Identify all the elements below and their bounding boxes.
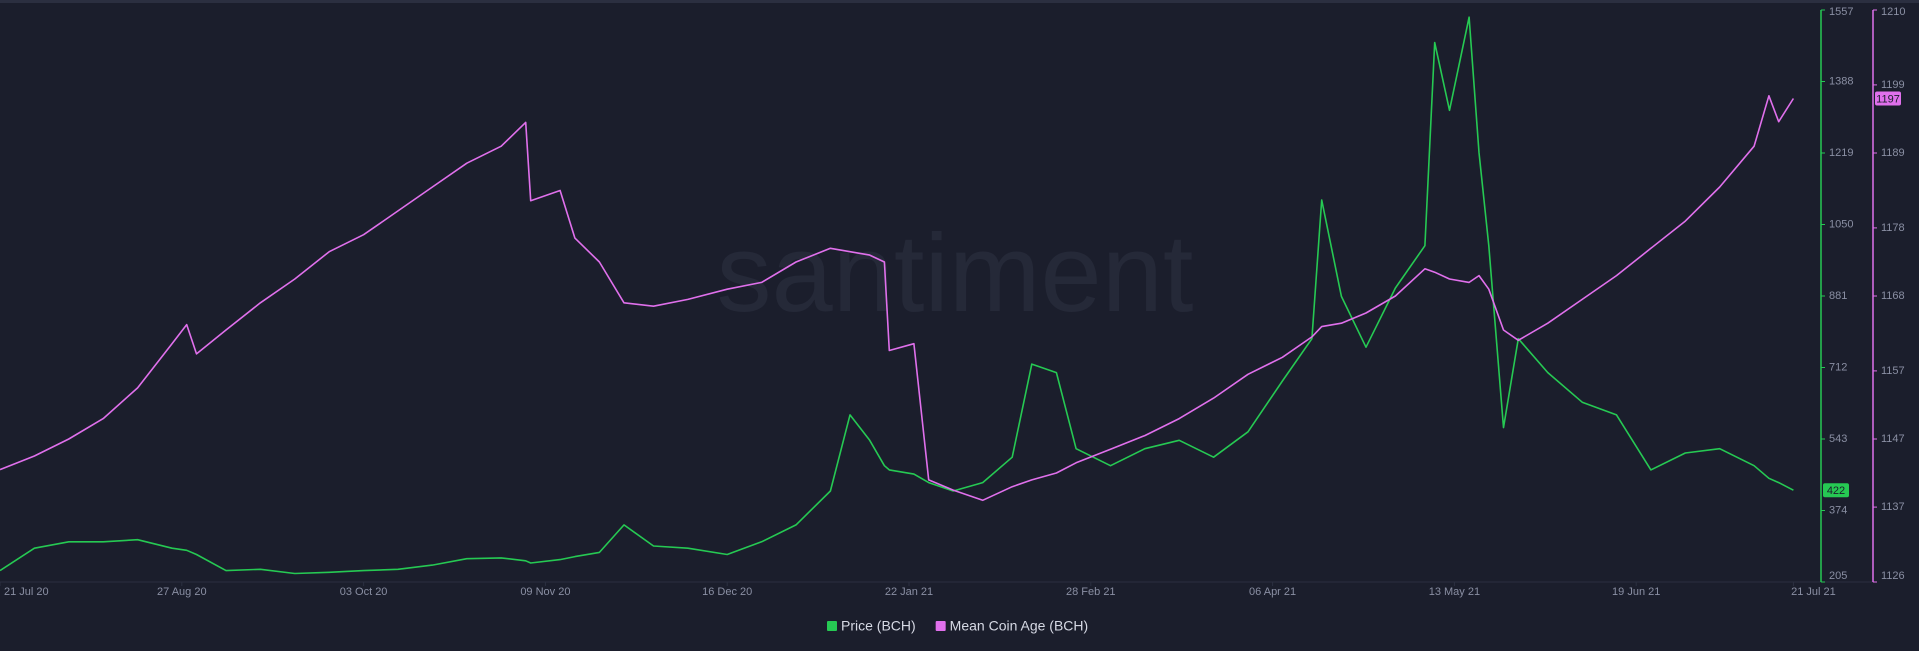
x-tick-label: 28 Feb 21 bbox=[1066, 586, 1116, 598]
y-tick-label: 205 bbox=[1829, 570, 1847, 582]
y-tick-label: 543 bbox=[1829, 433, 1847, 445]
current-value-label: 1197 bbox=[1876, 93, 1900, 105]
y2-tick-label: 1137 bbox=[1881, 501, 1905, 513]
y-tick-label: 1050 bbox=[1829, 218, 1853, 230]
y-tick-label: 1388 bbox=[1829, 75, 1853, 87]
x-tick-label: 22 Jan 21 bbox=[885, 586, 933, 598]
x-tick-label: 03 Oct 20 bbox=[340, 586, 388, 598]
legend-label: Mean Coin Age (BCH) bbox=[950, 618, 1089, 634]
x-tick-label: 09 Nov 20 bbox=[520, 586, 570, 598]
legend-swatch bbox=[827, 621, 837, 631]
y2-tick-label: 1126 bbox=[1881, 570, 1905, 582]
x-tick-label: 27 Aug 20 bbox=[157, 586, 207, 598]
y-tick-label: 881 bbox=[1829, 290, 1847, 302]
x-tick-label: 16 Dec 20 bbox=[702, 586, 752, 598]
legend-label: Price (BCH) bbox=[841, 618, 916, 634]
x-tick-label: 13 May 21 bbox=[1429, 586, 1480, 598]
x-tick-label: 21 Jul 20 bbox=[4, 586, 49, 598]
top-border bbox=[0, 0, 1919, 3]
y-tick-label: 712 bbox=[1829, 361, 1847, 373]
current-value-label: 422 bbox=[1827, 485, 1845, 497]
y2-tick-label: 1210 bbox=[1881, 6, 1905, 18]
y2-tick-label: 1199 bbox=[1881, 79, 1905, 91]
y2-tick-label: 1168 bbox=[1881, 290, 1905, 302]
series-line bbox=[0, 95, 1795, 502]
legend: Price (BCH) Mean Coin Age (BCH) bbox=[827, 618, 1088, 634]
watermark: santiment bbox=[717, 212, 1194, 335]
y2-tick-label: 1147 bbox=[1881, 433, 1905, 445]
legend-swatch bbox=[935, 621, 946, 631]
y-tick-label: 374 bbox=[1829, 504, 1847, 516]
y2-tick-label: 1189 bbox=[1881, 147, 1905, 159]
y-tick-label: 1219 bbox=[1829, 147, 1853, 159]
y2-tick-label: 1178 bbox=[1881, 222, 1905, 234]
x-tick-label: 06 Apr 21 bbox=[1249, 586, 1296, 598]
series-line bbox=[0, 16, 1794, 575]
current-value-tag bbox=[1875, 91, 1901, 106]
y-tick-label: 1557 bbox=[1829, 6, 1853, 18]
x-tick-label: 21 Jul 21 bbox=[1791, 586, 1836, 598]
x-tick-label: 19 Jun 21 bbox=[1612, 586, 1660, 598]
y2-tick-label: 1157 bbox=[1881, 365, 1905, 377]
current-value-tag bbox=[1823, 483, 1849, 498]
